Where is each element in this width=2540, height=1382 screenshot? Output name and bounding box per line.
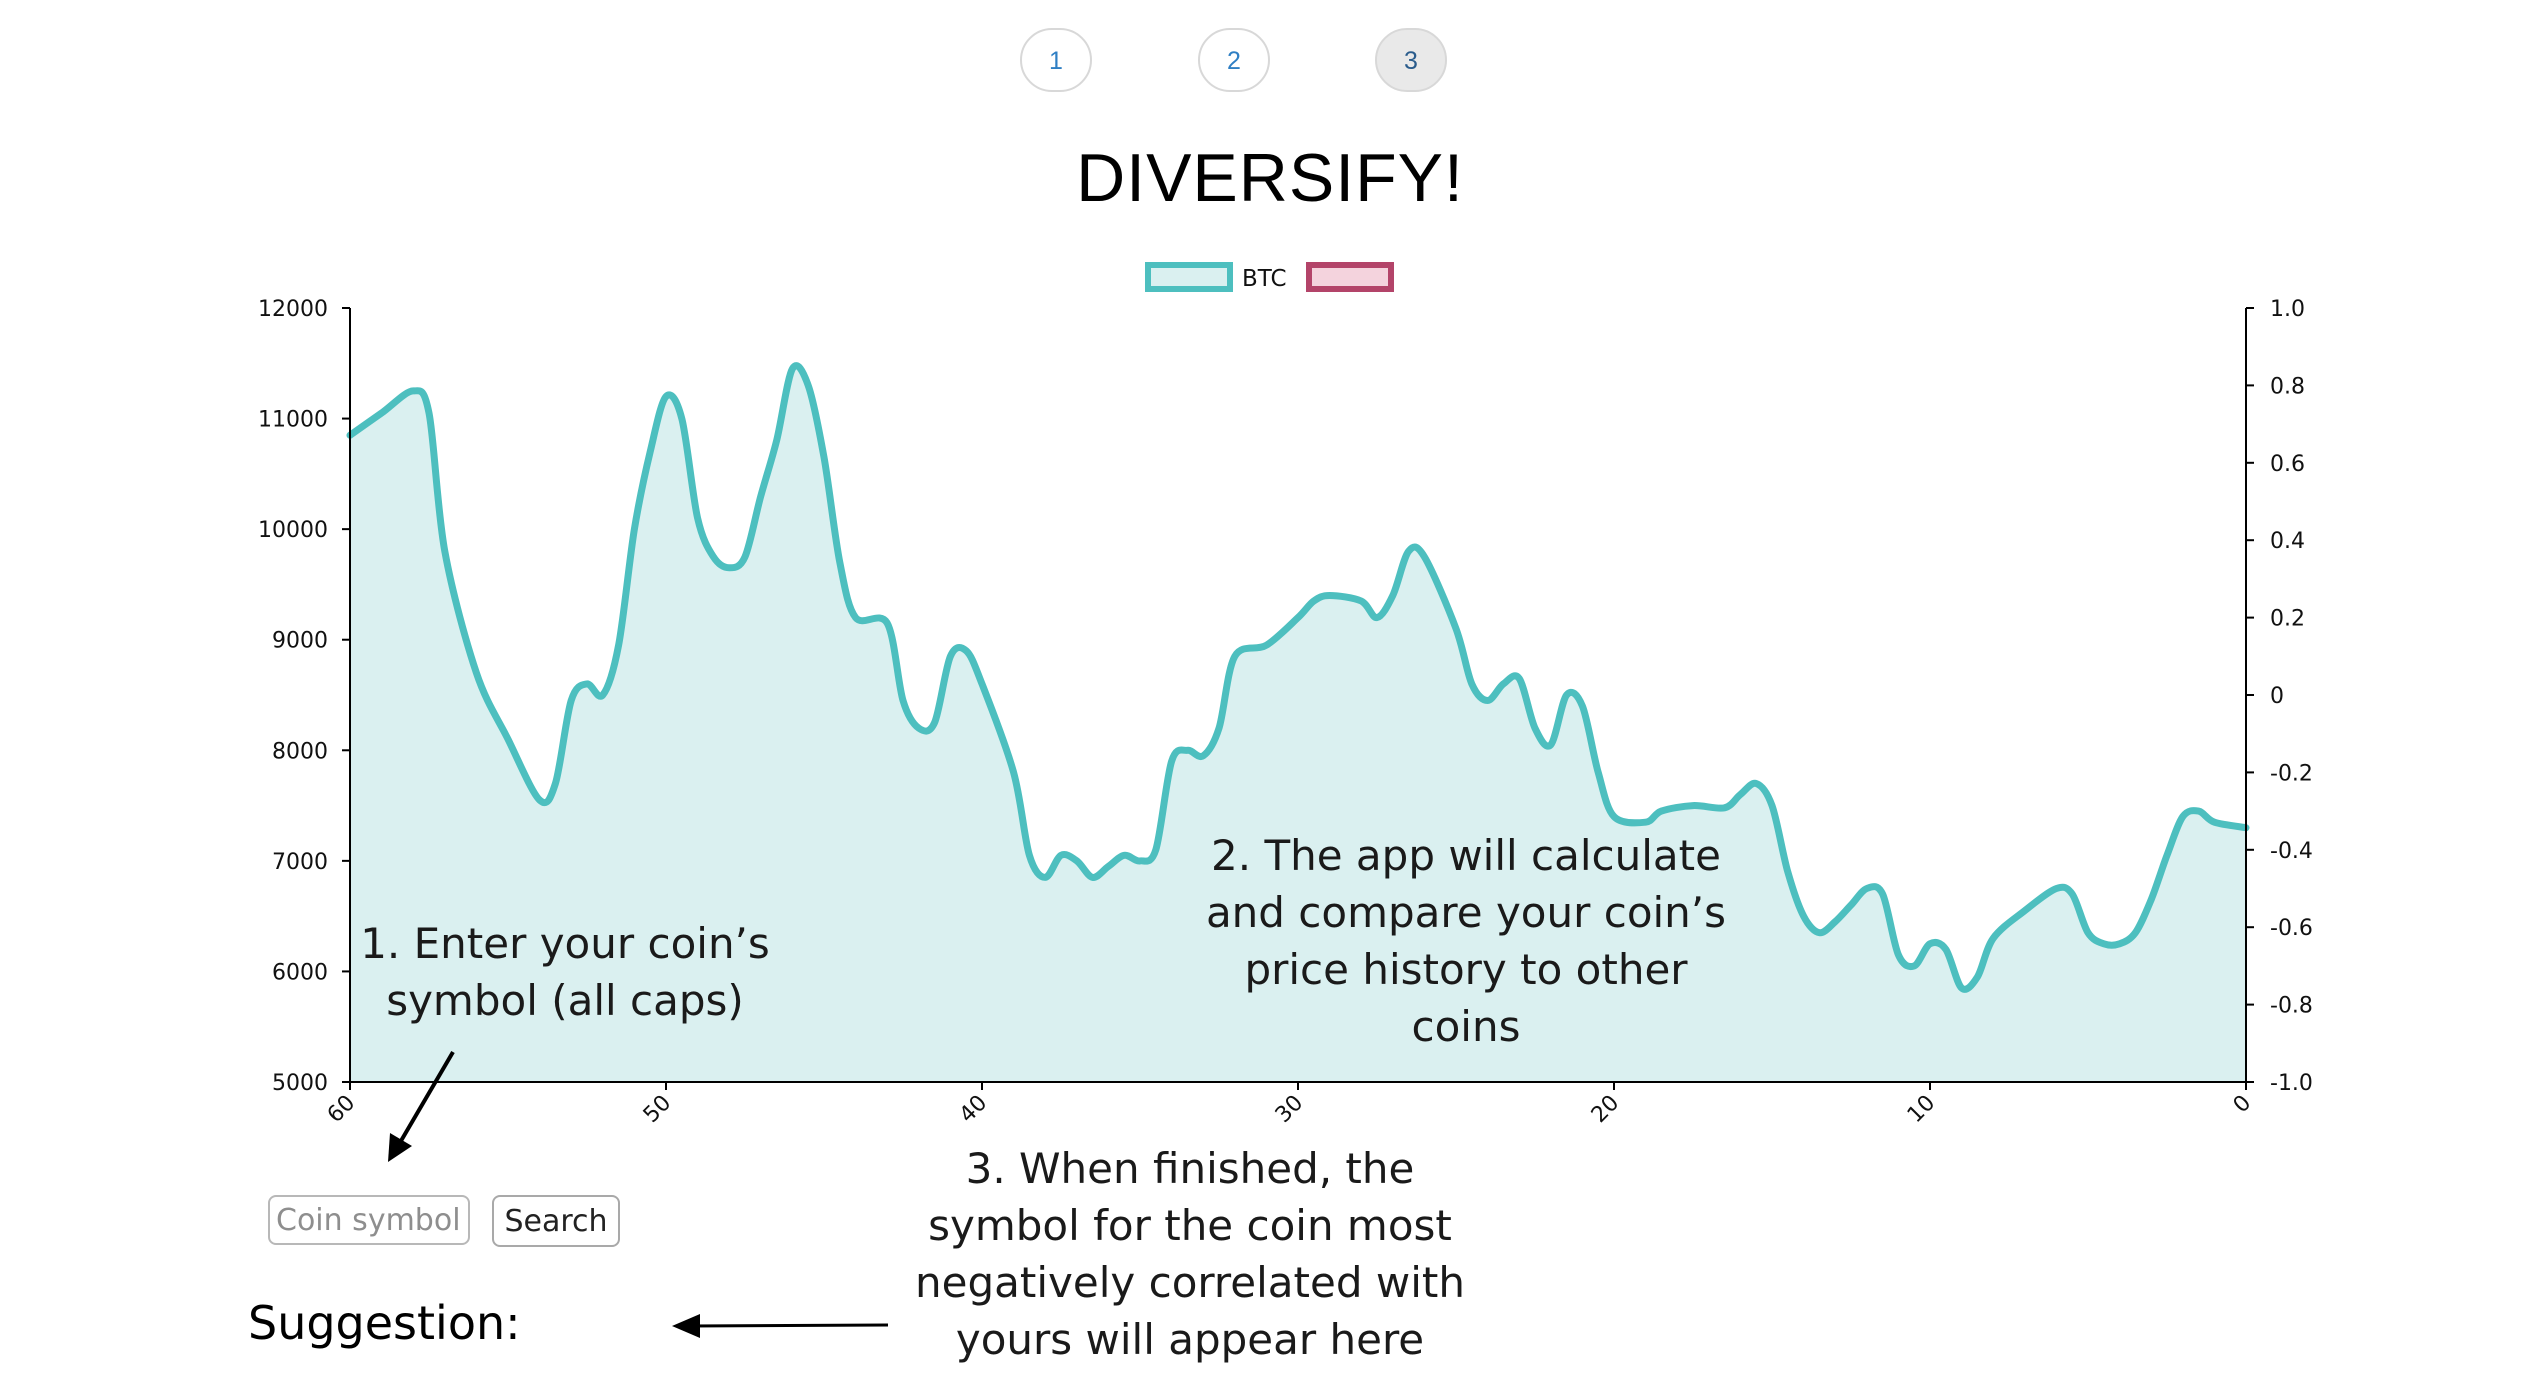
page-2-button[interactable]: 2: [1198, 28, 1270, 92]
series-layer: [346, 362, 2250, 1082]
left-tick-label: 6000: [272, 960, 328, 985]
x-tick-label: 60: [323, 1091, 360, 1128]
x-tick-label: 50: [639, 1091, 676, 1128]
page-3-button[interactable]: 3: [1375, 28, 1447, 92]
step2-annotation: 2. The app will calculate and compare yo…: [1176, 827, 1756, 1055]
step3-arrow: [672, 1314, 889, 1338]
step1-line: symbol (all caps): [386, 976, 744, 1025]
step3-line: symbol for the coin most: [928, 1201, 1452, 1250]
left-tick-labels: 5000 6000 7000 8000 9000 10000 11000 12000: [258, 297, 350, 1096]
right-tick-labels: -1.0 -0.8 -0.6 -0.4 -0.2 0 0.2 0.4 0.6 0.8 1.0: [2246, 297, 2313, 1096]
left-tick-label: 10000: [258, 518, 328, 543]
left-tick-label: 11000: [258, 408, 328, 433]
right-tick-label: -1.0: [2270, 1071, 2313, 1096]
right-tick-label: -0.6: [2270, 916, 2313, 941]
left-tick-label: 12000: [258, 297, 328, 322]
right-tick-label: -0.2: [2270, 761, 2313, 786]
step3-annotation: 3. When finished, the symbol for the coi…: [900, 1140, 1480, 1368]
step3-line: yours will appear here: [955, 1315, 1425, 1364]
right-tick-label: 0.4: [2270, 529, 2305, 554]
coin-symbol-input[interactable]: [268, 1195, 470, 1245]
right-tick-label: -0.8: [2270, 994, 2313, 1019]
btc-area: [350, 365, 2246, 1082]
x-tick-label: 30: [1271, 1091, 1308, 1128]
page-title: DIVERSIFY!: [1076, 140, 1464, 216]
x-tick-label: 40: [955, 1091, 992, 1128]
step1-arrow: [388, 1050, 455, 1162]
x-tick-label: 10: [1903, 1091, 1940, 1128]
suggestion-label: Suggestion:: [248, 1296, 521, 1350]
right-tick-label: -0.4: [2270, 839, 2313, 864]
page-1-button[interactable]: 1: [1020, 28, 1092, 92]
btc-line: [346, 362, 2250, 993]
right-tick-label: 0: [2270, 684, 2284, 709]
left-tick-label: 8000: [272, 739, 328, 764]
left-tick-label: 7000: [272, 850, 328, 875]
left-tick-label: 9000: [272, 629, 328, 654]
step2-line: coins: [1411, 1002, 1521, 1051]
search-button[interactable]: Search: [492, 1195, 620, 1247]
step2-line: 2. The app will calculate: [1211, 831, 1721, 880]
step3-line: 3. When finished, the: [965, 1144, 1415, 1193]
right-tick-label: 0.8: [2270, 374, 2305, 399]
x-tick-label: 0: [2229, 1091, 2257, 1119]
right-tick-label: 0.6: [2270, 452, 2305, 477]
left-tick-label: 5000: [272, 1071, 328, 1096]
right-tick-label: 0.2: [2270, 607, 2305, 632]
legend-swatch-second-series[interactable]: [1306, 262, 1394, 292]
right-tick-label: 1.0: [2270, 297, 2305, 322]
step1-annotation: 1. Enter your coin’s symbol (all caps): [330, 915, 800, 1029]
x-tick-label: 20: [1587, 1091, 1624, 1128]
step2-line: and compare your coin’s: [1205, 888, 1727, 937]
step1-line: 1. Enter your coin’s: [360, 919, 770, 968]
step2-line: price history to other: [1244, 945, 1688, 994]
legend-label-btc: BTC: [1242, 266, 1287, 292]
x-tick-labels: 60 50 40 30 20 10 0: [323, 1082, 2256, 1128]
legend-swatch-btc[interactable]: [1145, 262, 1233, 292]
chart-legend: BTC: [1145, 262, 1394, 292]
step3-line: negatively correlated with: [915, 1258, 1465, 1307]
